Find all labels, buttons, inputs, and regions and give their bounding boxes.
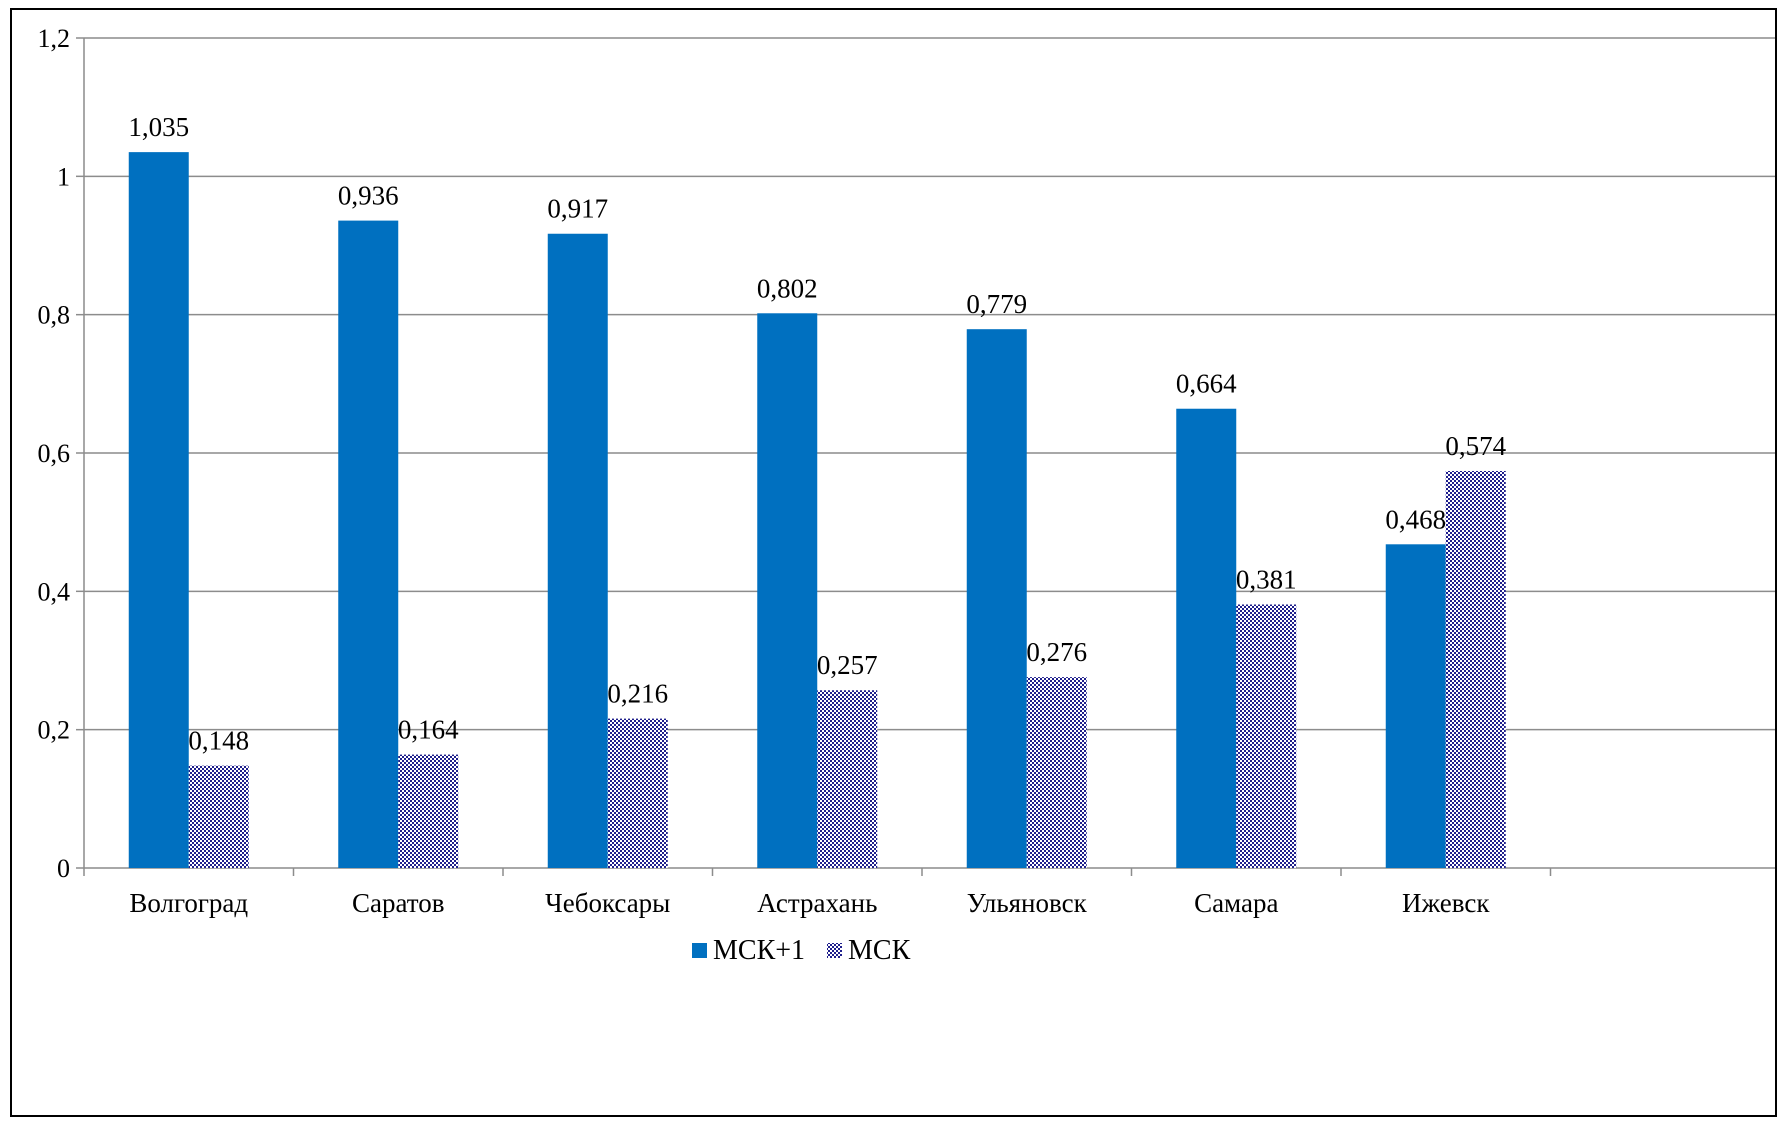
- bar-msk-plus-1-6: [1385, 544, 1446, 868]
- legend-swatch-1: [827, 943, 842, 958]
- bar-chart: 0 0,2 0,4 0,6 0,8 1 1,2 Волгоград Саратов Чебокса…: [38, 24, 1775, 966]
- bar-msk-plus-1-4: [966, 329, 1027, 869]
- data-label-msk-6: 0,574: [1445, 431, 1506, 461]
- bar-msk-4: [1026, 677, 1087, 868]
- bar-msk-plus-1-0: [128, 152, 189, 868]
- y-tick-label-4: 0,8: [38, 301, 71, 330]
- bar-msk-0: [188, 765, 249, 868]
- data-label-msk-2: 0,216: [607, 679, 668, 709]
- data-label-msk-plus-1-3: 0,802: [757, 273, 818, 303]
- legend-swatch-0: [692, 943, 707, 958]
- bar-msk-2: [607, 718, 668, 868]
- data-label-msk-4: 0,276: [1026, 637, 1087, 667]
- bars: [128, 152, 1506, 869]
- bar-msk-plus-1-1: [338, 220, 399, 869]
- chart-frame: 0 0,2 0,4 0,6 0,8 1 1,2 Волгоград Саратов Чебокса…: [10, 8, 1777, 1117]
- category-label-2: Чебоксары: [545, 888, 670, 918]
- legend-label-0: МСК+1: [713, 935, 805, 966]
- bar-msk-plus-1-3: [757, 313, 818, 868]
- bar-msk-6: [1445, 470, 1506, 868]
- data-label-msk-plus-1-0: 1,035: [128, 112, 189, 142]
- category-label-0: Волгоград: [129, 888, 248, 918]
- bar-msk-plus-1-5: [1176, 408, 1237, 868]
- gridlines: [84, 37, 1775, 731]
- data-label-msk-plus-1-5: 0,664: [1176, 369, 1237, 399]
- bar-msk-plus-1-2: [547, 233, 608, 868]
- data-label-msk-plus-1-6: 0,468: [1385, 504, 1446, 534]
- data-label-msk-plus-1-4: 0,779: [966, 289, 1027, 319]
- data-label-msk-5: 0,381: [1236, 564, 1297, 594]
- data-label-msk-plus-1-1: 0,936: [338, 181, 399, 211]
- data-label-msk-plus-1-2: 0,917: [547, 194, 608, 224]
- category-label-1: Саратов: [352, 888, 444, 918]
- category-label-3: Астрахань: [757, 888, 877, 918]
- category-label-5: Самара: [1194, 888, 1278, 918]
- category-label-4: Ульяновск: [967, 888, 1088, 918]
- y-tick-label-1: 0,2: [38, 716, 71, 745]
- legend: МСК+1 МСК: [692, 935, 911, 966]
- bar-msk-5: [1236, 604, 1297, 868]
- category-label-6: Ижевск: [1402, 888, 1490, 918]
- y-tick-label-2: 0,4: [38, 577, 71, 606]
- axes: 0 0,2 0,4 0,6 0,8 1 1,2 Волгоград Саратов Чебокса…: [38, 24, 1775, 918]
- y-tick-label-6: 1,2: [38, 24, 71, 53]
- y-tick-label-5: 1: [57, 162, 70, 191]
- data-labels: 1,035 0,148 0,936 0,164 0,917 0,216 0,802 0,257…: [128, 112, 1506, 756]
- y-tick-label-0: 0: [57, 854, 70, 883]
- data-label-msk-0: 0,148: [188, 726, 249, 756]
- data-label-msk-1: 0,164: [398, 715, 459, 745]
- y-tick-label-3: 0,6: [38, 439, 71, 468]
- data-label-msk-3: 0,257: [817, 650, 878, 680]
- legend-label-1: МСК: [848, 935, 911, 966]
- bar-msk-1: [398, 754, 459, 868]
- bar-msk-3: [817, 690, 878, 868]
